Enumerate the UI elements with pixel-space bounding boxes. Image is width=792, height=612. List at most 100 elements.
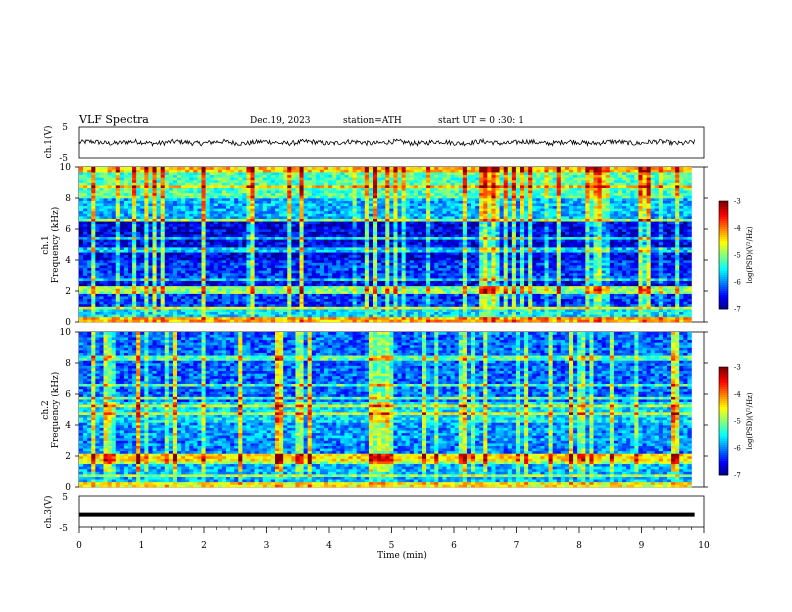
spectrogram-cell	[242, 260, 246, 263]
spectrogram-cell	[271, 317, 275, 320]
spectrogram-cell	[630, 309, 634, 312]
spectrogram-cell	[626, 242, 630, 245]
spectrogram-cell	[528, 301, 532, 304]
spectrogram-cell	[83, 263, 87, 266]
spectrogram-cell	[679, 245, 683, 248]
spectrogram-cell	[434, 296, 438, 299]
spectrogram-cell	[353, 237, 357, 240]
spectrogram-cell	[651, 309, 655, 312]
spectrogram-cell	[357, 307, 361, 310]
spectrogram-cell	[402, 288, 406, 291]
spectrogram-cell	[340, 286, 344, 289]
spectrogram-cell	[430, 276, 434, 279]
spectrogram-cell	[255, 255, 259, 258]
spectrogram-cell	[104, 307, 108, 310]
spectrogram-cell	[361, 307, 365, 310]
spectrogram-cell	[398, 319, 402, 322]
spectrogram-cell	[602, 242, 606, 245]
spectrogram-cell	[283, 314, 287, 317]
spectrogram-cell	[185, 309, 189, 312]
spectrogram-cell	[483, 247, 487, 250]
spectrogram-cell	[528, 250, 532, 253]
spectrogram-cell	[230, 317, 234, 320]
spectrogram-cell	[589, 304, 593, 307]
spectrogram-cell	[267, 273, 271, 276]
spectrogram-cell	[108, 245, 112, 248]
spectrogram-cell	[332, 260, 336, 263]
spectrogram-cell	[487, 314, 491, 317]
spectrogram-cell	[679, 239, 683, 242]
spectrogram-cell	[99, 252, 103, 255]
spectrogram-cell	[422, 307, 426, 310]
spectrogram-cell	[606, 245, 610, 248]
spectrogram-cell	[267, 268, 271, 271]
spectrogram-cell	[140, 304, 144, 307]
spectrogram-cell	[279, 247, 283, 250]
spectrogram-cell	[500, 294, 504, 297]
spectrogram-cell	[214, 281, 218, 284]
spectrogram-cell	[373, 286, 377, 289]
spectrogram-cell	[422, 291, 426, 294]
spectrogram-cell	[475, 281, 479, 284]
spectrogram-cell	[561, 278, 565, 281]
spectrogram-cell	[524, 257, 528, 260]
spectrogram-cell	[618, 283, 622, 286]
spectrogram-cell	[687, 242, 691, 245]
spectrogram-cell	[328, 252, 332, 255]
spectrogram-cell	[389, 286, 393, 289]
spectrogram-cell	[340, 278, 344, 281]
spectrogram-cell	[251, 286, 255, 289]
spectrogram-cell	[577, 268, 581, 271]
spectrogram-cell	[83, 286, 87, 289]
spectrogram-cell	[300, 257, 304, 260]
spectrogram-cell	[83, 250, 87, 253]
spectrogram-cell	[479, 263, 483, 266]
spectrogram-cell	[377, 270, 381, 273]
spectrogram-cell	[451, 239, 455, 242]
spectrogram-cell	[508, 283, 512, 286]
spectrogram-cell	[459, 299, 463, 302]
spectrogram-cell	[181, 265, 185, 268]
spectrogram-cell	[491, 281, 495, 284]
spectrogram-cell	[128, 276, 132, 279]
spectrogram-cell	[222, 286, 226, 289]
spectrogram-cell	[320, 301, 324, 304]
spectrogram-cell	[565, 263, 569, 266]
spectrogram-cell	[357, 278, 361, 281]
spectrogram-cell	[357, 288, 361, 291]
spectrogram-cell	[377, 288, 381, 291]
spectrogram-cell	[246, 296, 250, 299]
spectrogram-cell	[287, 296, 291, 299]
spectrogram-cell	[116, 291, 120, 294]
spectrogram-cell	[402, 257, 406, 260]
spectrogram-cell	[475, 307, 479, 310]
spectrogram-cell	[189, 268, 193, 271]
spectrogram-cell	[516, 263, 520, 266]
spectrogram-cell	[95, 286, 99, 289]
spectrogram-cell	[402, 291, 406, 294]
spectrogram-cell	[614, 255, 618, 258]
spectrogram-cell	[263, 288, 267, 291]
spectrogram-cell	[361, 309, 365, 312]
spectrogram-cell	[667, 317, 671, 320]
spectrogram-cell	[598, 307, 602, 310]
spectrogram-cell	[549, 294, 553, 297]
spectrogram-cell	[218, 299, 222, 302]
spectrogram-cell	[634, 309, 638, 312]
spectrogram-cell	[234, 286, 238, 289]
spectrogram-cell	[500, 252, 504, 255]
spectrogram-cell	[177, 283, 181, 286]
spectrogram-cell	[377, 291, 381, 294]
spectrogram-cell	[585, 296, 589, 299]
spectrogram-cell	[210, 314, 214, 317]
spectrogram-cell	[508, 242, 512, 245]
spectrogram-cell	[467, 278, 471, 281]
spectrogram-cell	[144, 237, 148, 240]
spectrogram-cell	[504, 314, 508, 317]
spectrogram-cell	[569, 276, 573, 279]
spectrogram-cell	[553, 263, 557, 266]
spectrogram-cell	[467, 294, 471, 297]
spectrogram-cell	[214, 247, 218, 250]
spectrogram-cell	[532, 286, 536, 289]
spectrogram-cell	[483, 250, 487, 253]
